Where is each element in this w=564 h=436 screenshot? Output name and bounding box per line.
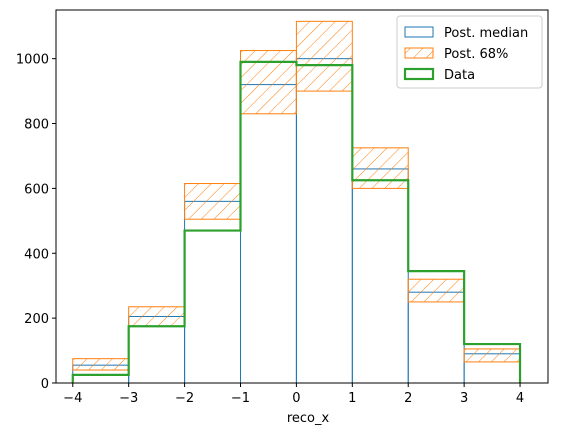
legend-swatch-band <box>404 47 434 59</box>
posterior-68-band <box>72 358 130 371</box>
x-tick-label: −3 <box>119 391 138 406</box>
legend-swatch-median <box>404 26 434 38</box>
legend: Post. median Post. 68% Data <box>396 15 543 89</box>
posterior-68-band <box>463 348 521 363</box>
posterior-68-band <box>240 50 297 115</box>
legend-swatch-data <box>403 67 435 81</box>
y-tick-label: 1000 <box>16 53 49 68</box>
y-tick-label: 0 <box>41 377 49 392</box>
posterior-68-band <box>128 306 186 327</box>
data-step-line <box>71 60 522 383</box>
legend-label: Post. 68% <box>444 47 508 62</box>
x-tick-label: −4 <box>63 391 82 406</box>
y-tick-label: 200 <box>24 312 49 327</box>
x-tick-label: 4 <box>516 391 524 406</box>
y-tick-label: 800 <box>24 118 49 133</box>
y-tick-label: 400 <box>24 247 49 262</box>
x-tick-label: 2 <box>404 391 412 406</box>
y-tick-label: 600 <box>24 182 49 197</box>
x-tick-label: 1 <box>348 391 356 406</box>
median-bar <box>351 168 409 384</box>
x-tick-label: −2 <box>175 391 194 406</box>
axes-frame <box>55 9 549 384</box>
x-tick-label: −1 <box>231 391 250 406</box>
legend-label: Data <box>444 68 475 83</box>
x-axis-label: reco_x <box>287 411 330 426</box>
x-tick-label: 0 <box>292 391 300 406</box>
median-bar <box>240 84 297 384</box>
x-tick-label: 3 <box>460 391 468 406</box>
posterior-68-band <box>351 147 409 189</box>
posterior-68-band <box>184 183 242 220</box>
median-bar <box>295 58 353 384</box>
median-bar <box>184 200 242 384</box>
axes: −4 −3 −2 −1 0 1 2 3 4 0 200 400 600 800 1000 reco_x <box>16 9 549 426</box>
posterior-68-band <box>407 278 465 303</box>
posterior-68-band <box>295 20 353 92</box>
median-bar <box>407 291 465 384</box>
legend-label: Post. median <box>444 26 528 41</box>
